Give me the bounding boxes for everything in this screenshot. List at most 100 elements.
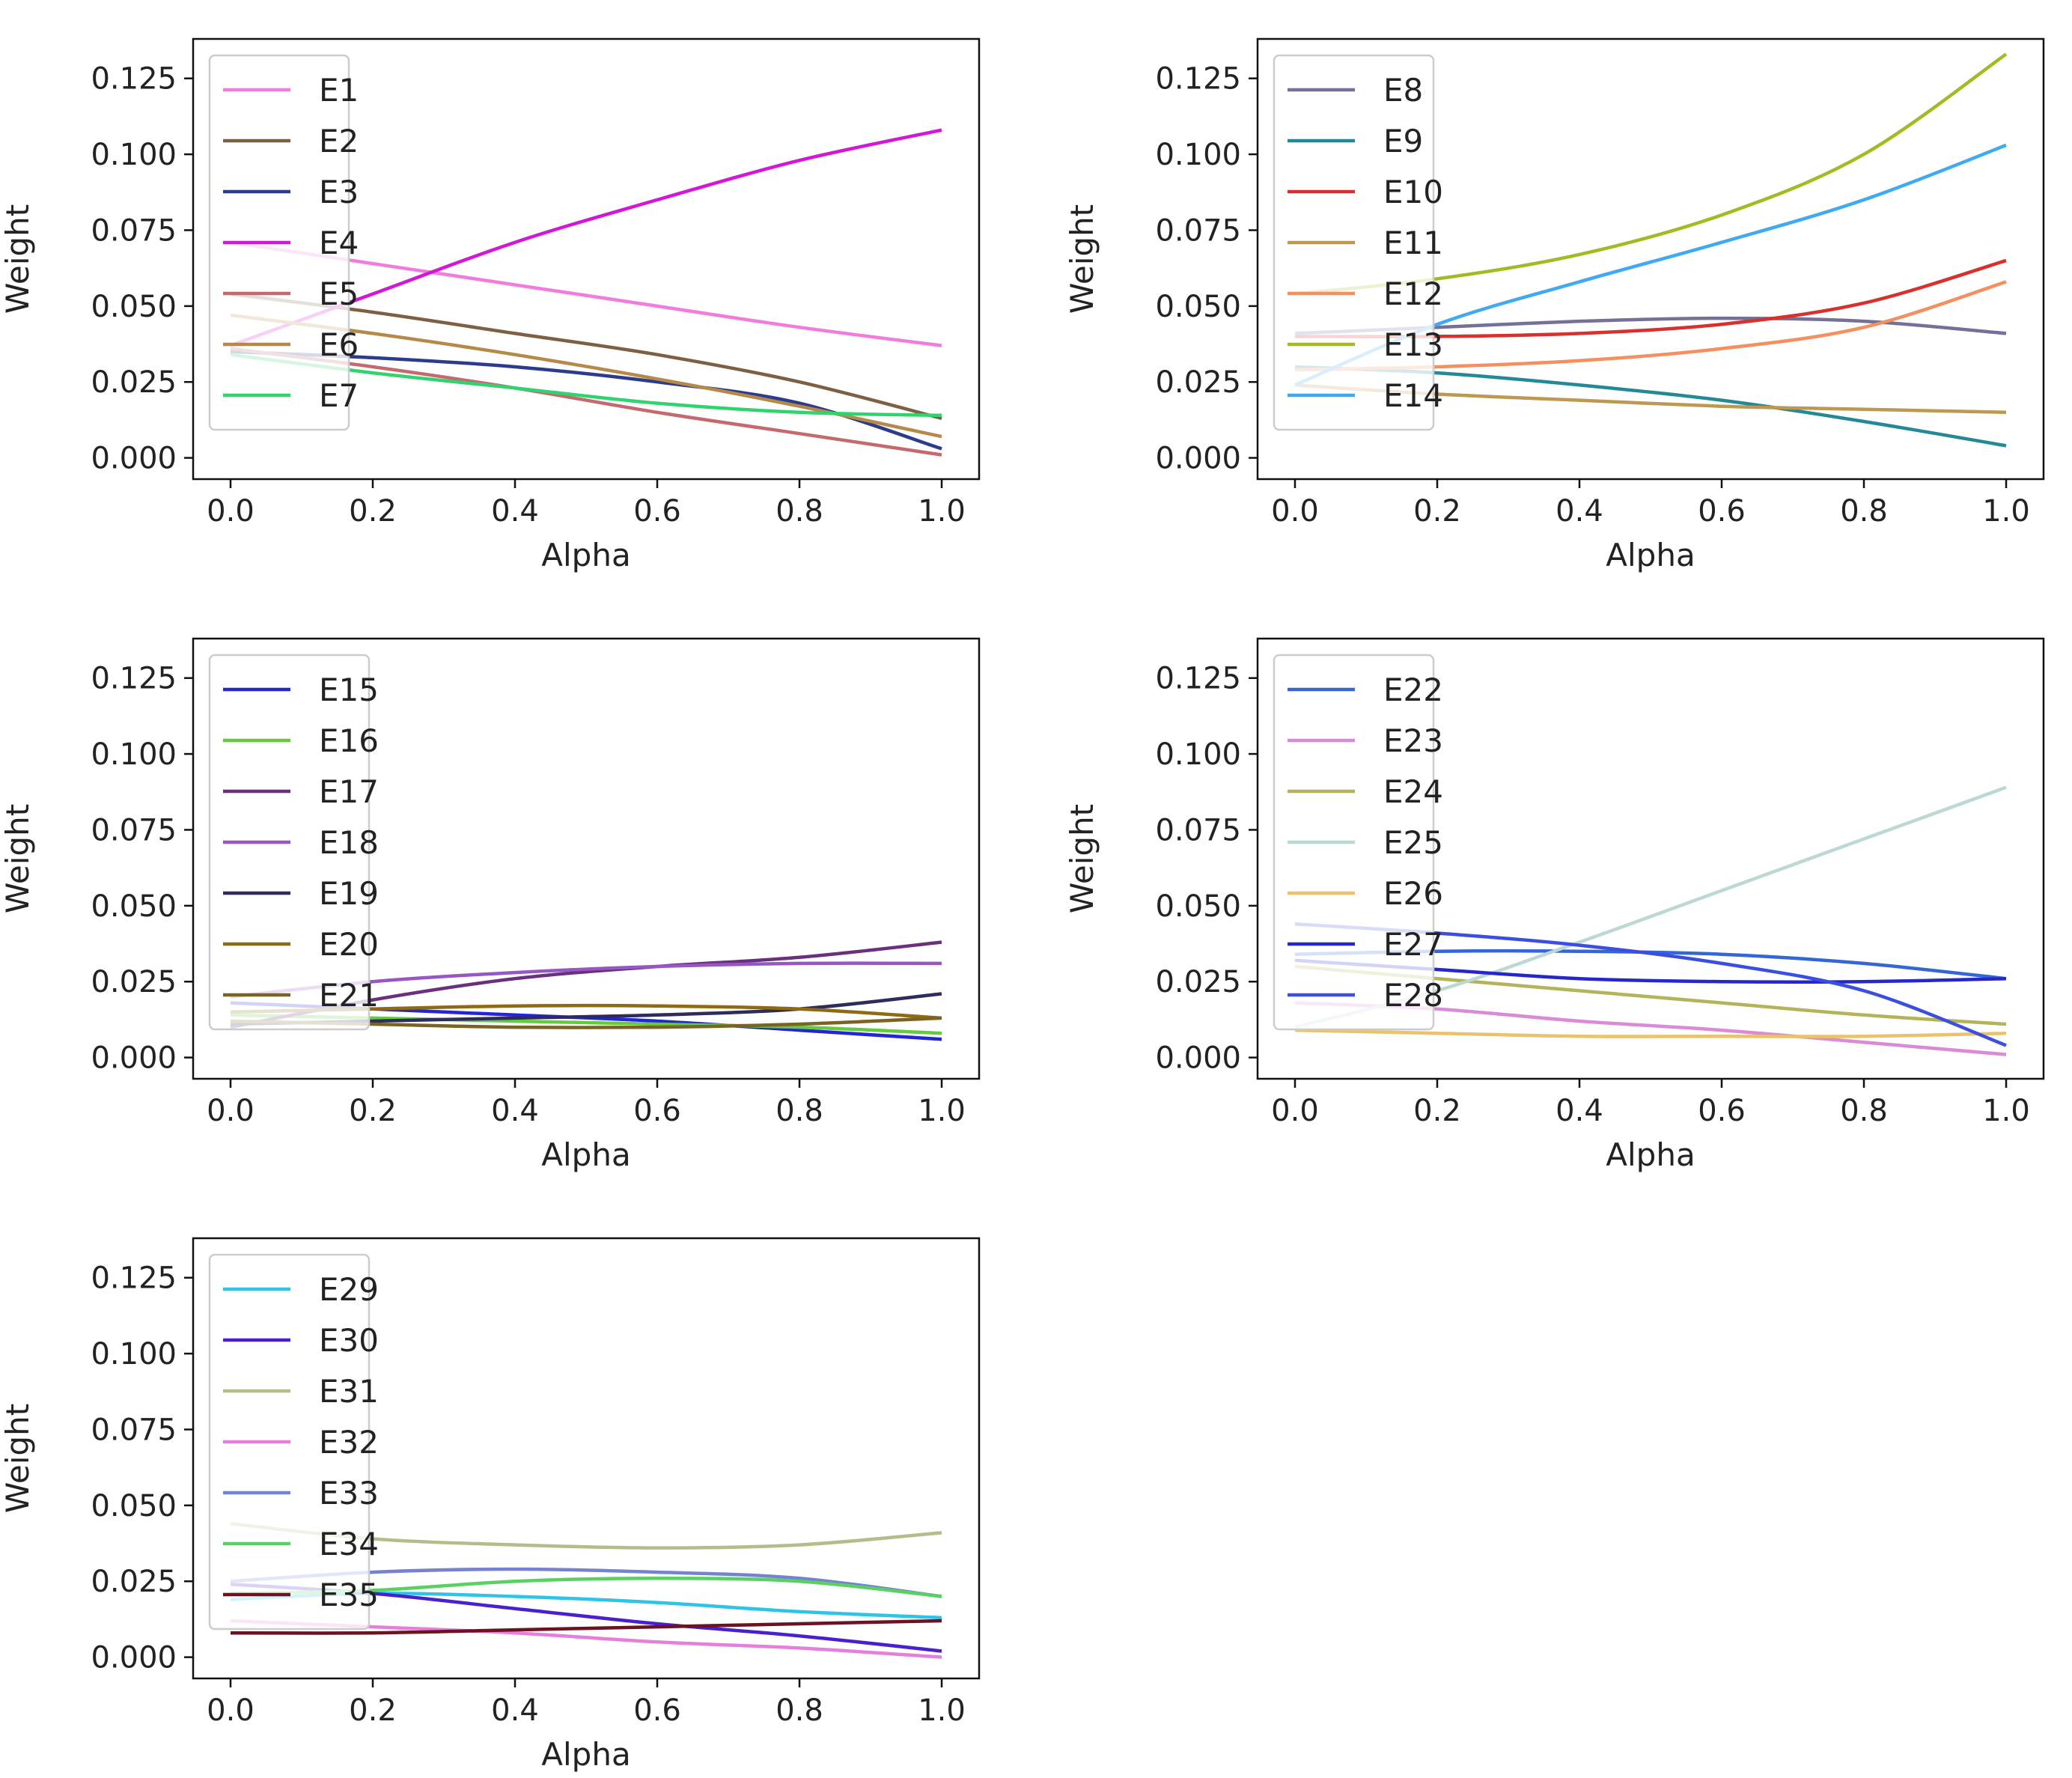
y-tick-label: 0.000: [91, 442, 177, 476]
x-tick-label: 0.8: [776, 1094, 823, 1128]
y-tick-label: 0.100: [91, 1337, 177, 1371]
y-tick-label: 0.050: [1155, 889, 1241, 924]
legend-label-e4: E4: [319, 225, 359, 261]
y-tick-label: 0.100: [1155, 737, 1241, 772]
x-tick-label: 0.0: [207, 1094, 255, 1128]
y-tick-label: 0.025: [1155, 365, 1241, 400]
legend-label-e26: E26: [1383, 875, 1443, 912]
y-axis-label: Weight: [1064, 204, 1100, 314]
y-axis-label: Weight: [0, 804, 36, 913]
x-tick-label: 0.0: [1271, 1094, 1319, 1128]
legend-label-e9: E9: [1383, 123, 1423, 159]
y-tick-label: 0.025: [91, 1565, 177, 1599]
y-tick-label: 0.125: [1155, 62, 1241, 97]
x-tick-label: 0.4: [491, 494, 539, 529]
x-tick-label: 0.4: [1555, 1094, 1603, 1128]
y-axis-label: Weight: [0, 204, 36, 314]
x-tick-label: 0.6: [633, 494, 681, 529]
plot-frame: [192, 637, 981, 1080]
chart-panel-2: 0.0 0.2 0.4 0.6 0.8 1.0 0.000 0.025 0.050 0.075 0.…: [1064, 37, 2045, 573]
plot-frame: [1256, 637, 2045, 1080]
legend-label-e13: E13: [1383, 326, 1443, 363]
legend-label-e3: E3: [319, 174, 359, 210]
x-tick-label: 0.8: [1840, 494, 1888, 529]
x-axis-label: Alpha: [541, 1136, 630, 1173]
y-axis-label: Weight: [1064, 804, 1100, 913]
y-tick-label: 0.025: [91, 965, 177, 999]
y-tick-label: 0.075: [91, 213, 177, 248]
legend-label-e32: E32: [319, 1424, 379, 1461]
y-tick-label: 0.000: [1155, 442, 1241, 476]
x-tick-label: 0.2: [349, 1693, 397, 1728]
y-tick-label: 0.075: [1155, 813, 1241, 847]
legend-label-e21: E21: [319, 977, 379, 1014]
y-tick-label: 0.075: [91, 813, 177, 847]
chart-panel-3: 0.0 0.2 0.4 0.6 0.8 1.0 0.000 0.025 0.050 0.075 0.…: [0, 637, 981, 1173]
x-axis-label: Alpha: [1606, 1136, 1695, 1173]
legend-label-e18: E18: [319, 824, 379, 861]
y-axis-label: Weight: [0, 1404, 36, 1513]
x-tick-label: 0.0: [207, 494, 255, 529]
legend: E15 E16 E17 E18 E19 E20 E21: [208, 654, 379, 1031]
y-tick-label: 0.050: [1155, 290, 1241, 324]
y-tick-label: 0.100: [91, 737, 177, 772]
legend: E29 E30 E31 E32 E33 E34 E35: [208, 1253, 379, 1631]
legend-label-e25: E25: [1383, 824, 1443, 861]
plot-frame: [192, 37, 981, 481]
x-axis-label: Alpha: [541, 1736, 630, 1773]
series-line-e26: [1294, 1028, 2007, 1038]
y-tick-label: 0.025: [1155, 965, 1241, 999]
x-tick-label: 0.6: [1698, 494, 1746, 529]
plot-frame: [192, 1237, 981, 1680]
series-line-e2: [230, 292, 942, 421]
legend-label-e22: E22: [1383, 672, 1443, 708]
legend-label-e33: E33: [319, 1475, 379, 1511]
y-tick-label: 0.000: [91, 1041, 177, 1076]
x-tick-label: 0.2: [349, 1094, 397, 1128]
series-line-e1: [230, 240, 942, 347]
x-tick-label: 0.4: [1555, 494, 1603, 529]
x-tick-label: 0.2: [349, 494, 397, 529]
legend-label-e10: E10: [1383, 174, 1443, 210]
legend-label-e16: E16: [319, 722, 379, 759]
x-tick-label: 0.4: [491, 1693, 539, 1728]
x-tick-label: 0.6: [633, 1094, 681, 1128]
y-tick-label: 0.075: [1155, 213, 1241, 248]
x-tick-label: 0.6: [633, 1693, 681, 1728]
x-tick-label: 1.0: [1982, 494, 2030, 529]
series-line-e6: [230, 313, 942, 439]
x-tick-label: 0.0: [207, 1693, 255, 1728]
legend-label-e17: E17: [319, 773, 379, 810]
x-tick-label: 0.0: [1271, 494, 1319, 529]
legend: E8 E9 E10 E11 E12 E13 E14: [1273, 54, 1443, 431]
legend-label-e14: E14: [1383, 377, 1443, 414]
y-tick-label: 0.000: [1155, 1041, 1241, 1076]
series-line-e4: [230, 128, 942, 347]
series-line-e35: [230, 1619, 942, 1635]
x-tick-label: 1.0: [918, 1693, 966, 1728]
x-tick-label: 0.4: [491, 1094, 539, 1128]
legend-label-e34: E34: [319, 1526, 379, 1562]
x-tick-label: 1.0: [918, 1094, 966, 1128]
y-tick-label: 0.075: [91, 1413, 177, 1447]
legend-label-e5: E5: [319, 275, 359, 312]
legend-label-e31: E31: [319, 1373, 379, 1410]
legend-label-e15: E15: [319, 672, 379, 708]
legend-label-e7: E7: [319, 377, 359, 414]
x-tick-label: 0.2: [1413, 1094, 1461, 1128]
legend-label-e27: E27: [1383, 926, 1443, 963]
legend-label-e8: E8: [1383, 72, 1423, 109]
series-line-e5: [230, 347, 942, 457]
y-tick-label: 0.100: [1155, 138, 1241, 172]
legend-label-e1: E1: [319, 72, 359, 109]
x-tick-label: 0.8: [776, 494, 823, 529]
legend-label-e30: E30: [319, 1322, 379, 1359]
y-tick-label: 0.050: [91, 889, 177, 924]
x-tick-label: 1.0: [1982, 1094, 2030, 1128]
legend-label-e23: E23: [1383, 722, 1443, 759]
y-tick-label: 0.050: [91, 1489, 177, 1523]
y-tick-label: 0.000: [91, 1641, 177, 1675]
y-tick-label: 0.125: [91, 662, 177, 696]
legend: E1 E2 E3 E4 E5 E6 E7: [208, 54, 359, 431]
